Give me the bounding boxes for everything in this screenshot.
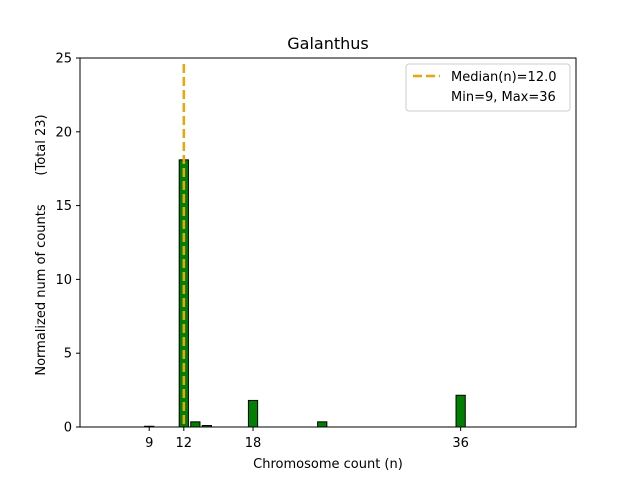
y-tick-label-20: 20	[55, 125, 72, 140]
y-axis-ticks: 0 5 10 15 20 25	[55, 52, 80, 436]
y-axis-label: Normalized num of counts	[34, 204, 49, 375]
legend-box	[405, 63, 571, 112]
legend: Median(n)=12.0 Min=9, Max=36	[405, 63, 571, 112]
bars-group	[144, 159, 466, 428]
plot-area-frame	[79, 57, 577, 428]
legend-median-label: Median(n)=12.0	[451, 70, 557, 85]
x-tick-label-12: 12	[176, 436, 193, 451]
y-tick-label-15: 15	[55, 199, 72, 214]
chart-title: Galanthus	[287, 34, 368, 53]
y-tick-label-0: 0	[64, 421, 72, 436]
x-axis-ticks: 9 12 18 36	[145, 427, 469, 451]
y-tick-label-5: 5	[64, 347, 72, 362]
x-tick-label-36: 36	[452, 436, 469, 451]
bar-18	[247, 399, 259, 428]
bar-13	[190, 421, 201, 428]
x-tick-label-18: 18	[245, 436, 262, 451]
x-tick-label-9: 9	[145, 436, 153, 451]
x-axis-label: Chromosome count (n)	[253, 457, 403, 472]
bar-36	[455, 394, 466, 428]
bar-24	[317, 421, 328, 428]
y-tick-label-10: 10	[55, 273, 72, 288]
legend-minmax-label: Min=9, Max=36	[451, 90, 556, 105]
y-axis-label-note: (Total 23)	[34, 114, 49, 175]
y-tick-label-25: 25	[55, 52, 72, 67]
